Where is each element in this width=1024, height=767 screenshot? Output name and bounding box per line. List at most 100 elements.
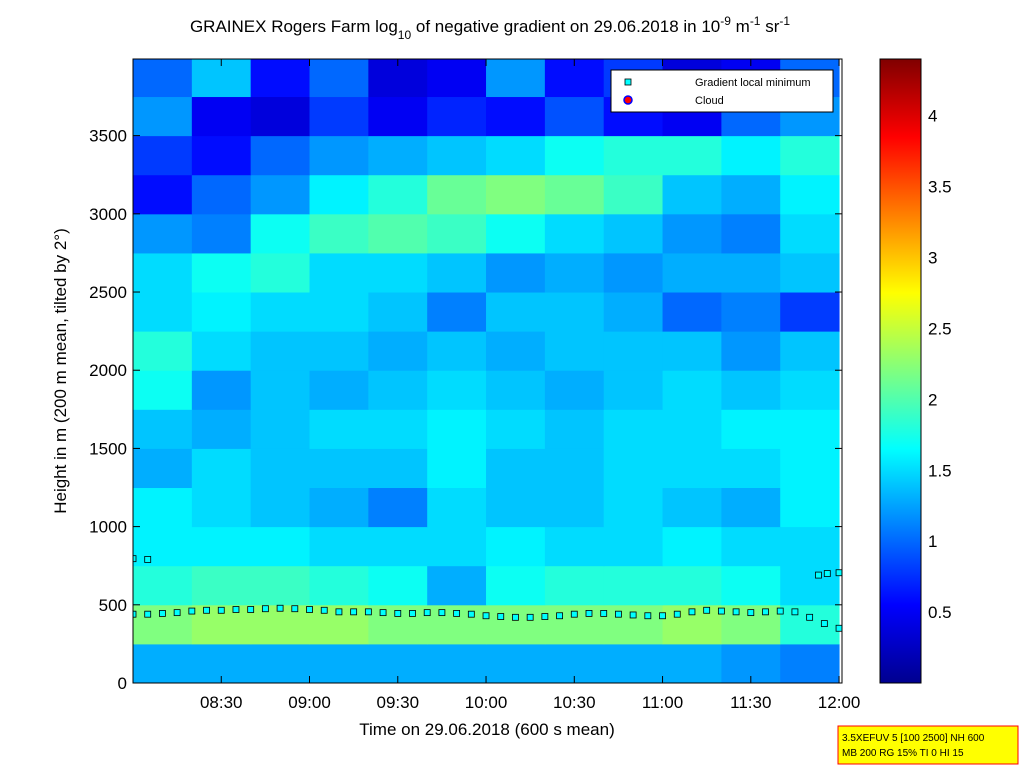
- heat-cell: [133, 487, 193, 528]
- heat-cell: [133, 59, 193, 98]
- marker: [306, 606, 313, 613]
- heat-cell: [427, 252, 487, 293]
- marker: [815, 571, 822, 579]
- marker: [570, 610, 578, 618]
- heat-cell: [309, 448, 369, 489]
- heat-cell: [780, 252, 840, 293]
- heat-cell: [133, 174, 193, 215]
- heat-cell: [486, 409, 546, 449]
- marker: [835, 624, 842, 632]
- marker: [133, 610, 137, 618]
- heat-cell: [544, 565, 605, 606]
- heat-cell: [368, 252, 428, 293]
- marker: [379, 609, 387, 617]
- heat-cell: [133, 643, 193, 683]
- heat-cell: [780, 135, 840, 176]
- heat-cell: [368, 331, 428, 371]
- heat-cell: [133, 96, 193, 137]
- heat-cell: [603, 604, 664, 645]
- marker: [133, 555, 137, 563]
- heat-cell: [133, 526, 193, 567]
- marker: [600, 610, 608, 617]
- heat-cell: [662, 448, 722, 489]
- x-tick-label: 10:00: [465, 693, 508, 712]
- heat-cell: [309, 174, 369, 215]
- heat-cell: [544, 604, 605, 645]
- heat-cell: [780, 487, 840, 528]
- colorbar-tick-label: 2: [928, 390, 937, 409]
- marker: [467, 610, 475, 618]
- heat-cell: [250, 448, 311, 489]
- heat-cell: [309, 643, 369, 683]
- marker: [688, 608, 696, 616]
- heat-cell: [309, 213, 369, 254]
- heat-cell: [191, 331, 252, 371]
- marker: [217, 606, 225, 614]
- heat-cell: [191, 370, 252, 410]
- heat-cell: [721, 487, 781, 528]
- x-tick-label: 11:30: [730, 693, 771, 712]
- heat-cell: [368, 409, 428, 449]
- heat-cell: [368, 565, 428, 606]
- heat-cell: [191, 213, 252, 254]
- legend-label: Cloud: [695, 95, 724, 107]
- heat-cell: [662, 252, 722, 293]
- heat-cell: [250, 292, 311, 332]
- x-tick-label: 12:00: [818, 693, 861, 712]
- marker: [291, 605, 299, 613]
- marker: [585, 610, 593, 617]
- annotation-line: MB 200 RG 15% TI 0 HI 15: [842, 748, 964, 759]
- heat-cell: [544, 487, 605, 528]
- heat-cell: [191, 526, 252, 567]
- marker: [556, 612, 563, 620]
- heat-cell: [309, 370, 369, 410]
- heat-cell: [780, 643, 840, 683]
- y-tick-label: 1500: [89, 439, 127, 458]
- heat-cell: [309, 331, 369, 371]
- marker: [394, 610, 402, 617]
- marker: [791, 608, 799, 616]
- heat-cell: [603, 331, 664, 371]
- heat-cell: [250, 135, 311, 176]
- heat-cell: [427, 409, 487, 449]
- heat-cell: [427, 331, 487, 371]
- colorbar-tick-label: 3: [928, 249, 937, 268]
- heat-cell: [721, 174, 781, 215]
- heat-cell: [603, 526, 664, 567]
- heat-cell: [250, 252, 311, 293]
- heat-cell: [133, 252, 193, 293]
- heat-cell: [133, 565, 193, 606]
- legend-box: [610, 69, 834, 113]
- heat-cell: [780, 292, 840, 332]
- axes: 08:30 09:00 09:30 10:00 10:30 11:00 11:30 12:00…: [89, 59, 952, 712]
- heat-cell: [662, 565, 722, 606]
- heat-cell: [427, 643, 487, 683]
- heat-cell: [250, 331, 311, 371]
- marker: [659, 612, 666, 620]
- heat-cell: [309, 565, 369, 606]
- heat-cell: [368, 135, 428, 176]
- heat-cell: [603, 565, 664, 606]
- scatter-points: [133, 555, 842, 632]
- heat-cell: [721, 526, 781, 567]
- colorbar-tick-label: 1: [928, 532, 937, 551]
- heat-cell: [603, 174, 664, 215]
- heat-cell: [544, 526, 605, 567]
- heat-cell: [368, 174, 428, 215]
- heat-cell: [309, 292, 369, 332]
- heat-cell: [780, 604, 840, 645]
- marker: [409, 610, 416, 617]
- heat-cell: [133, 448, 193, 489]
- title-part: -1: [779, 14, 790, 28]
- heat-cell: [427, 213, 487, 254]
- heat-cell: [662, 643, 722, 683]
- y-tick-label: 3000: [89, 205, 127, 224]
- heat-cell: [133, 292, 193, 332]
- colorbar-tick-label: 0.5: [928, 603, 952, 622]
- heat-cell: [427, 370, 487, 410]
- heat-cell: [486, 526, 546, 567]
- heat-cell: [721, 331, 781, 371]
- marker: [644, 612, 652, 620]
- heat-cell: [780, 174, 840, 215]
